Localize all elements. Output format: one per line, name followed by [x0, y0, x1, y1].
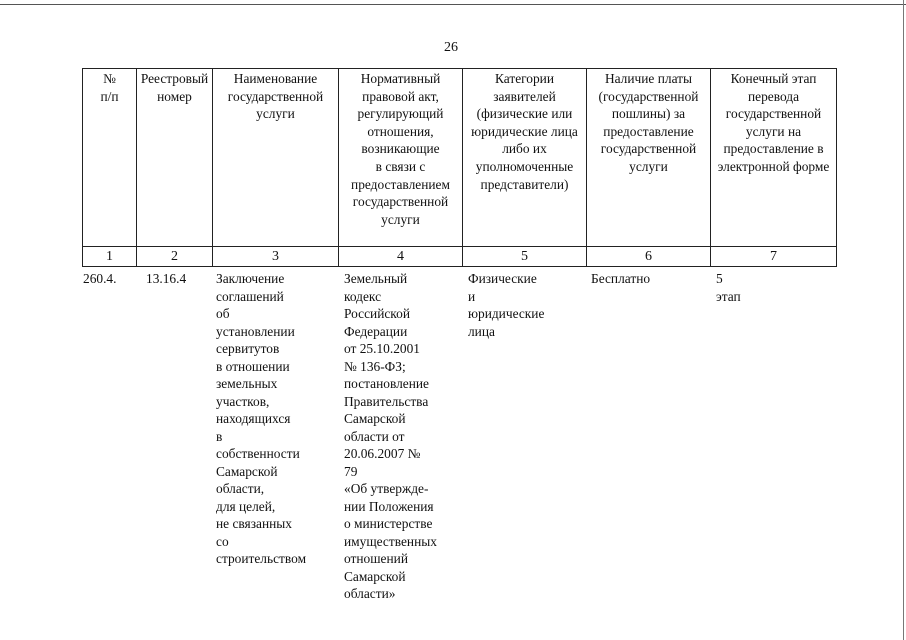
column-number: 6: [586, 246, 711, 267]
row-number: 260.4.: [83, 271, 117, 286]
header-service-name: Наименование государственной услуги: [212, 68, 339, 247]
row-applicants: Физические и юридические лица: [468, 271, 545, 339]
row-registry-number: 13.16.4: [146, 271, 187, 286]
row-legal-act: Земельный кодекс Российской Федерации от…: [344, 271, 437, 601]
page-number: 26: [444, 40, 458, 55]
header-final-stage: Конечный этап перевода государственной у…: [710, 68, 837, 247]
header-applicants: Категории заявителей (физические или юри…: [462, 68, 587, 247]
column-number: 7: [710, 246, 837, 267]
header-registry-number: Реестровый номер: [136, 68, 213, 247]
column-number: 5: [462, 246, 587, 267]
scan-edge-top: [0, 4, 906, 5]
scan-edge-right: [903, 0, 904, 640]
row-final-stage: 5 этап: [716, 271, 741, 304]
column-number: 3: [212, 246, 339, 267]
header-row: № п/п Реестровый номер Наименование госу…: [82, 68, 837, 247]
header-legal-act: Нормативный правовой акт, регулирующий о…: [338, 68, 463, 247]
row-fee: Бесплатно: [591, 271, 651, 286]
column-number: 1: [82, 246, 137, 267]
header-number: № п/п: [82, 68, 137, 247]
column-number-row: 1 2 3 4 5 6 7: [82, 246, 837, 267]
column-number: 4: [338, 246, 463, 267]
header-fee: Наличие платы (государственной пошлины) …: [586, 68, 711, 247]
row-service-name: Заключение соглашений об установлении се…: [216, 271, 307, 566]
services-table-header: № п/п Реестровый номер Наименование госу…: [82, 68, 837, 267]
column-number: 2: [136, 246, 213, 267]
